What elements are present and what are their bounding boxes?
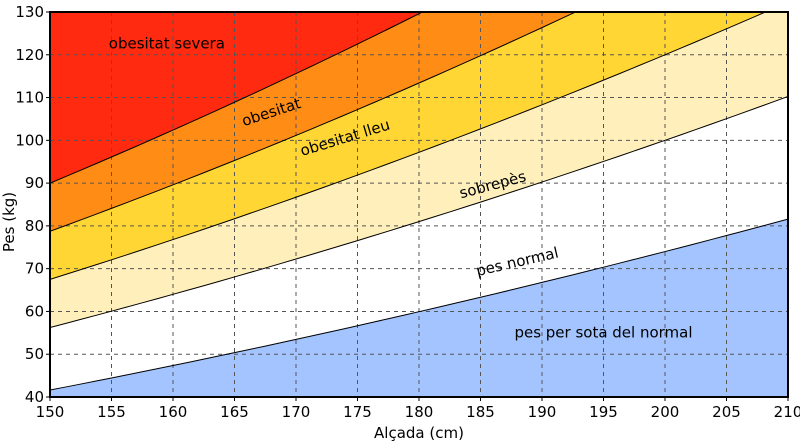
region-label-5: obesitat severa — [109, 35, 225, 53]
x-tick-label-180: 180 — [405, 403, 434, 421]
y-tick-label-120: 120 — [15, 46, 44, 64]
x-tick-label-210: 210 — [774, 403, 800, 421]
boundary-bmi-35 — [50, 12, 577, 232]
grid — [50, 12, 788, 397]
x-axis-ticks: 150 155 160 165 170 175 180 185 190 195 200 205 210 — [36, 397, 800, 421]
y-axis-ticks: 40 50 60 70 80 90 100 110 120 130 — [15, 3, 50, 406]
x-tick-label-205: 205 — [712, 403, 741, 421]
x-tick-label-160: 160 — [159, 403, 188, 421]
y-tick-label-130: 130 — [15, 3, 44, 21]
y-tick-label-60: 60 — [25, 302, 44, 320]
y-tick-label-40: 40 — [25, 388, 44, 406]
region-label-0: pes per sota del normal — [514, 323, 692, 341]
region-3 — [50, 12, 766, 280]
x-tick-label-165: 165 — [220, 403, 249, 421]
bmi-boundaries — [50, 12, 788, 391]
x-tick-label-175: 175 — [343, 403, 372, 421]
boundary-bmi-18.5 — [50, 218, 788, 391]
x-tick-label-150: 150 — [36, 403, 65, 421]
y-tick-label-90: 90 — [25, 174, 44, 192]
region-2 — [50, 12, 788, 328]
y-tick-label-100: 100 — [15, 131, 44, 149]
x-tick-label-195: 195 — [589, 403, 618, 421]
x-tick-label-185: 185 — [466, 403, 495, 421]
y-tick-label-110: 110 — [15, 89, 44, 107]
region-4 — [50, 12, 576, 232]
y-axis-title: Pes (kg) — [0, 192, 18, 252]
x-tick-label-190: 190 — [528, 403, 557, 421]
x-tick-label-200: 200 — [651, 403, 680, 421]
x-axis-title: Alçada (cm) — [374, 424, 464, 442]
boundary-bmi-30 — [50, 12, 767, 280]
y-tick-label-70: 70 — [25, 260, 44, 278]
x-tick-label-170: 170 — [282, 403, 311, 421]
region-0 — [50, 219, 788, 397]
boundary-bmi-40 — [50, 12, 424, 184]
boundary-bmi-25 — [50, 96, 788, 328]
y-tick-label-50: 50 — [25, 345, 44, 363]
y-tick-label-80: 80 — [25, 217, 44, 235]
x-tick-label-155: 155 — [97, 403, 126, 421]
